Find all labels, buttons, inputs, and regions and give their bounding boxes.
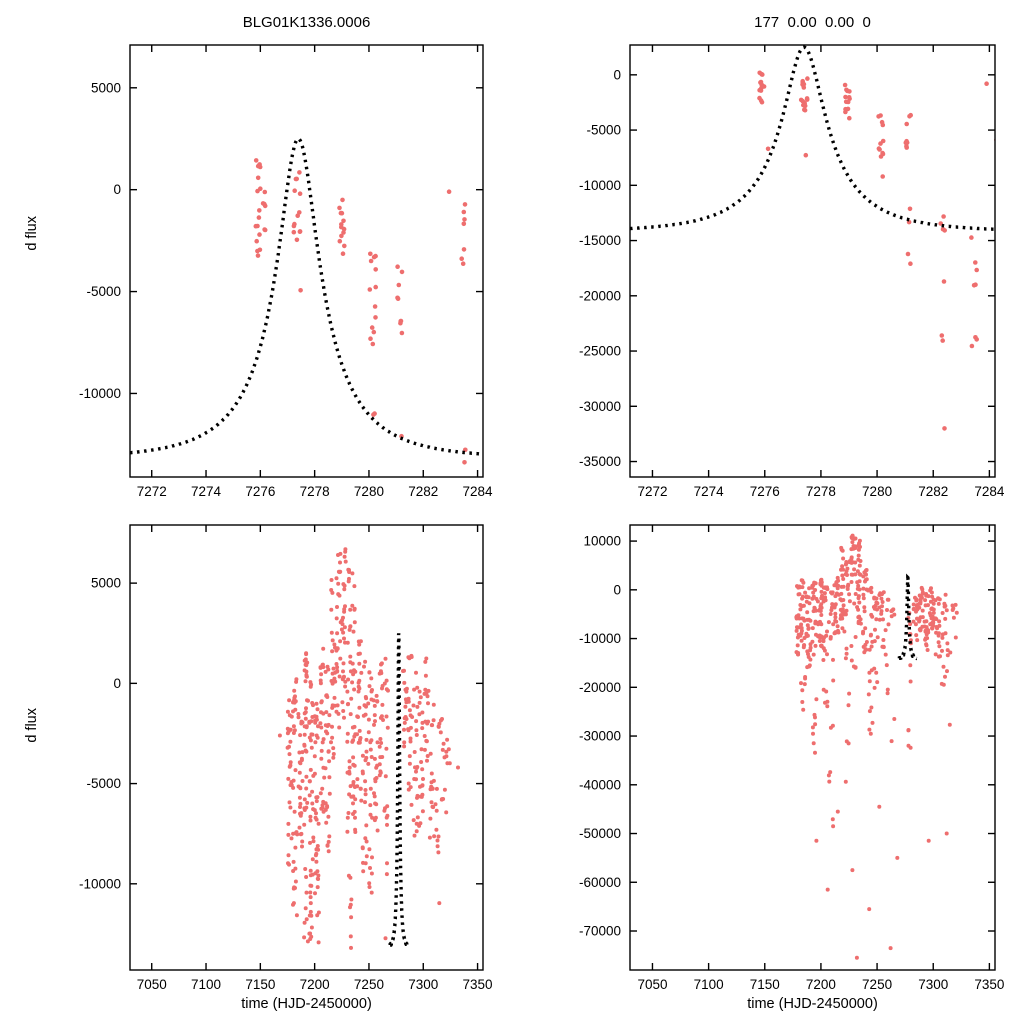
svg-text:7300: 7300	[408, 977, 438, 992]
plot-title-right: 177 0.00 0.00 0	[754, 14, 871, 31]
svg-text:-50000: -50000	[579, 826, 621, 841]
svg-text:7278: 7278	[806, 484, 836, 499]
svg-text:7282: 7282	[408, 484, 438, 499]
svg-text:7284: 7284	[974, 484, 1005, 499]
svg-text:7272: 7272	[137, 484, 167, 499]
svg-text:7280: 7280	[354, 484, 384, 499]
svg-text:-5000: -5000	[86, 284, 121, 299]
x-axis-label-right: time (HJD-2450000)	[747, 996, 878, 1012]
svg-text:-20000: -20000	[579, 288, 621, 303]
svg-text:0: 0	[113, 182, 121, 197]
svg-text:5000: 5000	[91, 576, 121, 591]
svg-text:7100: 7100	[191, 977, 221, 992]
svg-text:10000: 10000	[583, 534, 621, 549]
svg-text:7280: 7280	[862, 484, 892, 499]
svg-text:7278: 7278	[300, 484, 330, 499]
svg-text:7200: 7200	[806, 977, 836, 992]
svg-text:-10000: -10000	[579, 631, 621, 646]
svg-text:7350: 7350	[463, 977, 493, 992]
svg-text:-20000: -20000	[579, 680, 621, 695]
plot-bottom-right: 7050 7100 7150 7200 7250 7300 7350 10000 0 -10000…	[579, 524, 1004, 992]
svg-text:7050: 7050	[137, 977, 167, 992]
x-axis-label-left: time (HJD-2450000)	[241, 996, 372, 1012]
svg-text:7150: 7150	[245, 977, 275, 992]
svg-text:-5000: -5000	[86, 776, 121, 791]
svg-text:7272: 7272	[637, 484, 667, 499]
plot-top-left: 7272 7274 7276 7278 7280 7282 7284 5000 0 -5000 -1…	[79, 44, 494, 499]
svg-text:7300: 7300	[918, 977, 948, 992]
svg-text:0: 0	[113, 676, 121, 691]
svg-text:7250: 7250	[862, 977, 892, 992]
svg-text:7274: 7274	[694, 484, 725, 499]
svg-text:-30000: -30000	[579, 729, 621, 744]
svg-text:7274: 7274	[191, 484, 222, 499]
plot-top-right: 7272 7274 7276 7278 7280 7282 7284 0 -5000 -10000…	[579, 44, 1005, 499]
svg-text:-10000: -10000	[79, 876, 121, 891]
svg-text:-35000: -35000	[579, 454, 621, 469]
svg-text:7050: 7050	[637, 977, 667, 992]
svg-text:7282: 7282	[918, 484, 948, 499]
plot-bottom-left: 7050 7100 7150 7200 7250 7300 7350 5000 0 -5000 -1…	[79, 524, 493, 992]
plot-title-left: BLG01K1336.0006	[242, 14, 371, 31]
svg-text:0: 0	[613, 582, 621, 597]
svg-text:7100: 7100	[694, 977, 724, 992]
svg-text:7276: 7276	[750, 484, 780, 499]
svg-text:-15000: -15000	[579, 233, 621, 248]
svg-text:7350: 7350	[974, 977, 1004, 992]
svg-text:-40000: -40000	[579, 777, 621, 792]
svg-text:-30000: -30000	[579, 399, 621, 414]
svg-text:0: 0	[613, 67, 621, 82]
svg-text:7284: 7284	[463, 484, 494, 499]
svg-text:-5000: -5000	[586, 123, 621, 138]
svg-text:-25000: -25000	[579, 344, 621, 359]
svg-text:7250: 7250	[354, 977, 384, 992]
svg-text:7276: 7276	[245, 484, 275, 499]
svg-text:7150: 7150	[750, 977, 780, 992]
svg-text:5000: 5000	[91, 80, 121, 95]
svg-text:-10000: -10000	[579, 178, 621, 193]
svg-text:7200: 7200	[300, 977, 330, 992]
svg-text:-10000: -10000	[79, 386, 121, 401]
svg-text:-70000: -70000	[579, 924, 621, 939]
svg-text:-60000: -60000	[579, 875, 621, 890]
